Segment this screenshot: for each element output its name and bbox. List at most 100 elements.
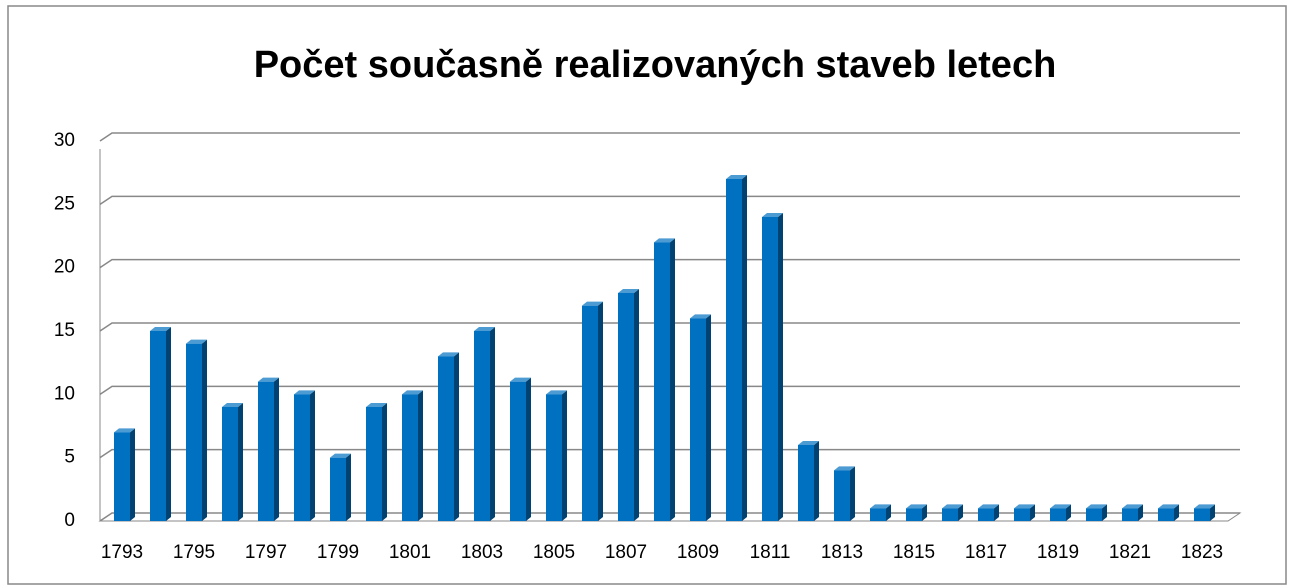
bar-top <box>654 238 675 243</box>
bar-front <box>222 407 238 521</box>
bar-front <box>114 432 130 521</box>
bar-side <box>1174 504 1179 521</box>
bar-front <box>690 318 706 521</box>
bar-top <box>1122 504 1143 509</box>
bar <box>870 504 891 521</box>
bar-side <box>454 352 459 521</box>
bar <box>438 352 459 521</box>
chart-title: Počet současně realizovaných staveb lete… <box>254 44 1057 86</box>
bar-side <box>202 339 207 521</box>
bar <box>114 428 135 521</box>
bar-top <box>366 403 387 407</box>
bar-side <box>310 390 315 521</box>
bar-front <box>726 179 742 521</box>
bar-side <box>526 377 531 521</box>
bar <box>402 390 423 521</box>
bar-top <box>510 377 531 382</box>
bar-front <box>402 394 418 521</box>
bar <box>258 377 279 521</box>
bar-top <box>474 327 495 331</box>
bar-side <box>562 390 567 521</box>
bar-front <box>186 343 202 521</box>
bar-top <box>114 428 135 433</box>
bar <box>1122 504 1143 521</box>
bar-top <box>438 352 459 357</box>
bar-front <box>366 407 382 521</box>
bar <box>474 327 495 521</box>
bar-side <box>814 441 819 521</box>
bar <box>906 504 927 521</box>
grid-line <box>99 512 1240 522</box>
bar <box>942 504 963 521</box>
bar-top <box>978 504 999 509</box>
bar-side <box>1210 504 1215 521</box>
bar-top <box>294 390 315 395</box>
x-tick-label: 1817 <box>965 542 1007 563</box>
bar-side <box>382 403 387 521</box>
bar-top <box>1158 504 1179 509</box>
bar-front <box>1086 508 1102 521</box>
bar-top <box>1086 504 1107 509</box>
chart-border <box>7 5 1287 585</box>
x-tick-label: 1805 <box>533 542 575 563</box>
bar-front <box>870 508 886 521</box>
x-tick-label: 1797 <box>245 542 287 563</box>
y-tick-label: 5 <box>64 447 75 468</box>
grid-line <box>99 195 1240 205</box>
grid-line <box>99 385 1240 395</box>
x-tick-label: 1799 <box>317 542 359 563</box>
bar <box>690 314 711 521</box>
y-tick-label: 15 <box>54 320 75 341</box>
x-tick-label: 1807 <box>605 542 647 563</box>
bar-top <box>150 327 171 331</box>
bar <box>582 301 603 521</box>
bar-top <box>582 301 603 306</box>
bar-front <box>510 381 526 521</box>
x-tick-label: 1823 <box>1181 542 1223 563</box>
bar <box>1014 504 1035 521</box>
x-tick-label: 1815 <box>893 542 935 563</box>
x-tick-label: 1809 <box>677 542 719 563</box>
x-tick-label: 1811 <box>750 542 791 563</box>
bar <box>1158 504 1179 521</box>
bar-top <box>726 175 747 179</box>
bar-side <box>850 466 855 521</box>
bar-top <box>942 504 963 509</box>
bar-side <box>1030 504 1035 521</box>
bar <box>834 466 855 521</box>
bar <box>294 390 315 521</box>
bar-side <box>418 390 423 521</box>
bar <box>330 453 351 521</box>
bar-front <box>798 445 814 521</box>
bar-top <box>762 213 783 217</box>
y-tick-label: 0 <box>64 510 75 531</box>
bar-front <box>1158 508 1174 521</box>
x-tick-label: 1821 <box>1109 542 1151 563</box>
bar-side <box>598 301 603 521</box>
bar-side <box>238 403 243 521</box>
bar-front <box>654 242 670 522</box>
bar-top <box>1050 504 1071 509</box>
bar-side <box>1066 504 1071 521</box>
bar <box>366 403 387 521</box>
bar-side <box>994 504 999 521</box>
bar-front <box>942 508 958 521</box>
bar-top <box>798 441 819 445</box>
bar-side <box>958 504 963 521</box>
bar <box>654 238 675 522</box>
bar-side <box>742 175 747 521</box>
bar-front <box>294 394 310 521</box>
y-tick-label: 25 <box>54 193 75 214</box>
bar-front <box>1014 508 1030 521</box>
bar-side <box>274 377 279 521</box>
bar-side <box>922 504 927 521</box>
grid-line <box>99 448 1240 459</box>
bar-side <box>706 314 711 521</box>
bar <box>1050 504 1071 521</box>
y-tick-label: 30 <box>54 130 75 151</box>
bar-top <box>618 289 639 293</box>
bar <box>1194 504 1215 521</box>
bar <box>1086 504 1107 521</box>
bar-top <box>834 466 855 471</box>
bar <box>510 377 531 521</box>
